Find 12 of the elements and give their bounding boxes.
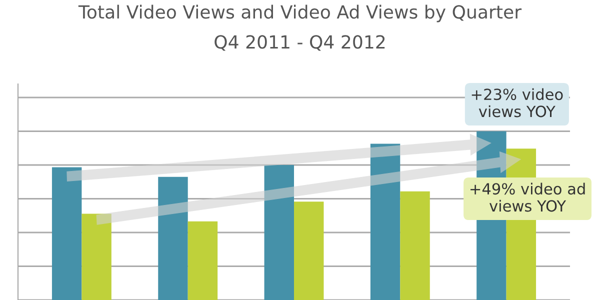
annotation: +49% video ad views YOY [470, 182, 585, 212]
bar [370, 144, 400, 300]
text: +23% video views YOY [472, 88, 563, 118]
chart-title: Total Video Views and Video Ad Views by Quarter [78, 4, 522, 22]
bar [52, 167, 82, 300]
bar [264, 165, 294, 300]
bar [188, 221, 218, 300]
chart-subtitle: Q4 2011 - Q4 2012 [214, 35, 385, 51]
bar [400, 191, 430, 300]
bar [294, 202, 324, 300]
bar [82, 214, 112, 300]
bar [158, 176, 188, 300]
